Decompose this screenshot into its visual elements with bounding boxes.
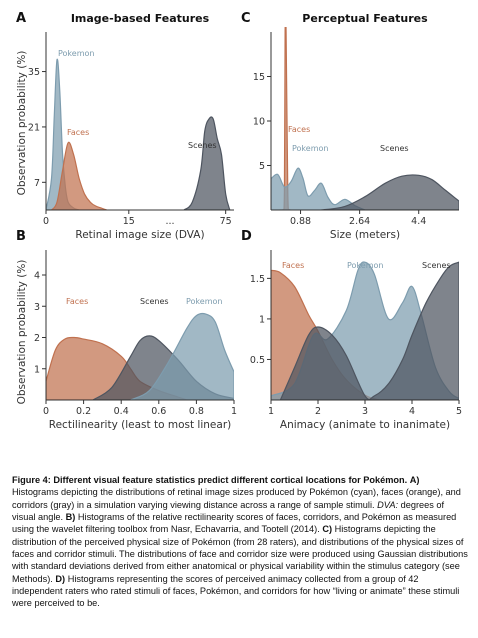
- panel-d: D 0.5 1 1.5 1 2 3 4 5 Animacy (animate to inanima…: [241, 229, 462, 431]
- x-tick-label: 0.8: [189, 406, 204, 417]
- series-area-scenes: [279, 261, 459, 400]
- x-tick-label: 4.4: [411, 216, 426, 227]
- x-tick-label: 3: [362, 406, 368, 417]
- series-label-faces: Faces: [282, 261, 304, 270]
- series-label-pokemon: Pokemon: [292, 144, 328, 153]
- y-axis-label-top: Observation probability (%): [16, 51, 28, 196]
- x-tick-label: 0: [43, 406, 49, 417]
- series-area-pokemon: [271, 167, 366, 210]
- x-tick-label: 0.88: [290, 216, 311, 227]
- x-tick-label: 75: [220, 216, 232, 227]
- caption-text-c: Histograms depicting the distribution of…: [12, 524, 468, 584]
- panel-title-a: Image-based Features: [71, 12, 210, 25]
- series-label-scenes: Scenes: [422, 261, 451, 270]
- series-label-faces: Faces: [67, 128, 89, 137]
- x-tick-label: 0.2: [76, 406, 91, 417]
- x-tick-label: 0: [43, 216, 49, 227]
- y-tick-label: 3: [34, 302, 40, 313]
- caption-label-b: B): [65, 512, 76, 523]
- caption-label-d: D): [55, 573, 66, 584]
- caption-dva-def: degrees of visual angle.: [12, 499, 445, 523]
- y-tick-label: 21: [28, 122, 40, 133]
- series-area-scenes: [183, 116, 231, 210]
- y-axis-label-bottom: Observation probability (%): [16, 260, 28, 405]
- panel-c: C Perceptual Features 5 10 15 0.88 2.64 4.4 Size…: [241, 11, 459, 241]
- caption-text-a: Histograms depicting the distributions o…: [12, 487, 461, 510]
- x-tick-label: 1: [268, 406, 274, 417]
- x-axis-label-d: Animacy (animate to inanimate): [280, 419, 450, 431]
- y-tick-label: 5: [259, 161, 265, 172]
- x-tick-label: 0.4: [114, 406, 129, 417]
- panel-a: A Image-based Features 7 21 35 0 15... 75 Retina…: [16, 11, 234, 241]
- series-label-scenes: Scenes: [188, 141, 217, 150]
- y-tick-label: 15: [253, 72, 265, 83]
- y-tick-label: 1: [259, 314, 265, 325]
- series-label-pokemon: Pokemon: [347, 261, 383, 270]
- x-tick-label: 0.6: [151, 406, 166, 417]
- series-area-scenes: [321, 174, 459, 210]
- caption-label-c: C): [322, 524, 333, 535]
- x-axis-label-a: Retinal image size (DVA): [75, 229, 204, 241]
- panel-title-c: Perceptual Features: [302, 12, 428, 25]
- y-tick-label: 1: [34, 364, 40, 375]
- panel-letter-b: B: [16, 229, 26, 244]
- x-tick-label: 5: [456, 406, 462, 417]
- x-tick-label: 2.64: [349, 216, 370, 227]
- caption-lead: Figure 4: Different visual feature stati…: [12, 475, 408, 485]
- series-label-faces: Faces: [66, 297, 88, 306]
- panel-letter-d: D: [241, 229, 252, 244]
- x-tick-label: 15: [123, 216, 135, 227]
- caption-text-d: Histograms representing the scores of pe…: [12, 573, 460, 609]
- y-tick-label: 35: [28, 67, 40, 78]
- caption-label-a: A): [409, 475, 420, 485]
- series-area-faces: [50, 141, 107, 210]
- x-tick-label: 1: [231, 406, 237, 417]
- caption-text-b: Histograms of the relative rectilinearit…: [12, 512, 457, 535]
- x-axis-label-c: Size (meters): [330, 229, 400, 241]
- figure-caption: Figure 4: Different visual feature stati…: [12, 474, 468, 610]
- series-label-scenes: Scenes: [380, 144, 409, 153]
- series-label-scenes: Scenes: [140, 297, 169, 306]
- panel-letter-c: C: [241, 11, 251, 26]
- series-area-pokemon: [130, 312, 234, 400]
- x-tick-label: 2: [315, 406, 321, 417]
- series-label-pokemon: Pokemon: [58, 49, 94, 58]
- y-tick-label: 1.5: [250, 274, 265, 285]
- series-label-pokemon: Pokemon: [186, 297, 222, 306]
- x-tick-label: 4: [409, 406, 415, 417]
- y-tick-label: 10: [253, 117, 265, 128]
- x-axis-label-b: Rectilinearity (least to most linear): [49, 419, 231, 431]
- x-tick-label: ...: [165, 216, 174, 227]
- caption-dva-term: DVA:: [377, 499, 399, 510]
- y-tick-label: 0.5: [250, 355, 265, 366]
- y-tick-label: 2: [34, 333, 40, 344]
- panel-letter-a: A: [16, 11, 26, 26]
- series-label-faces: Faces: [288, 125, 310, 134]
- y-tick-label: 4: [34, 271, 40, 282]
- y-tick-label: 7: [34, 178, 40, 189]
